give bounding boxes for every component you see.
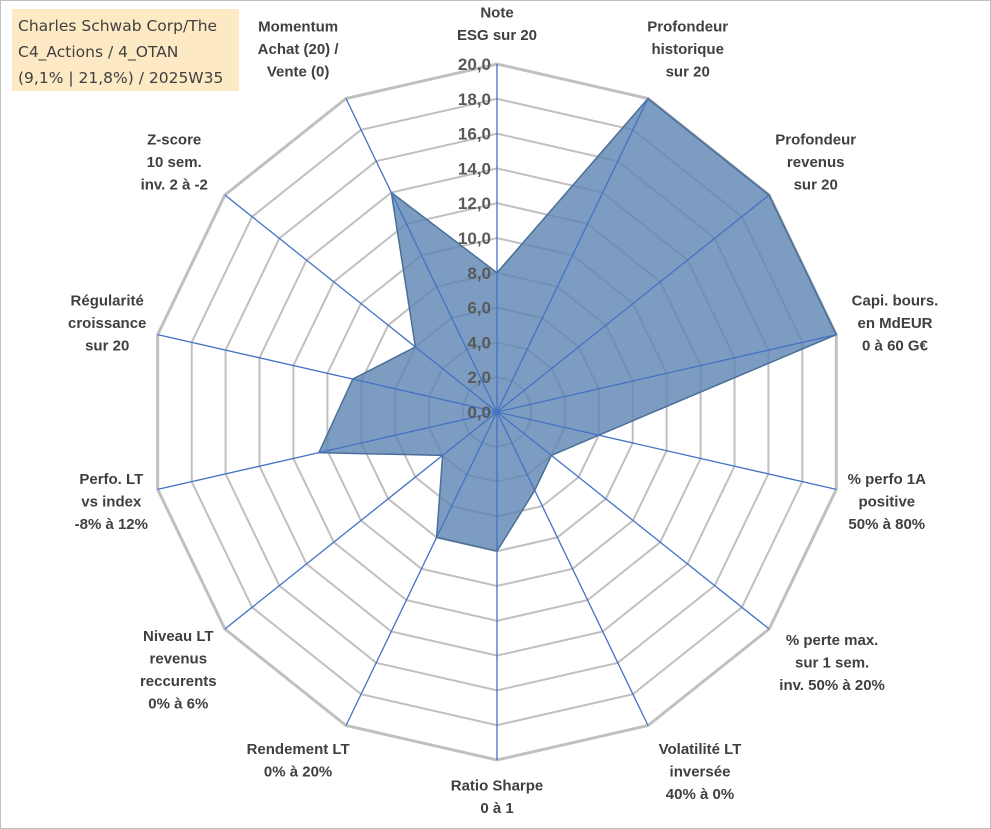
axis-label-line: Profondeur <box>647 18 728 35</box>
axis-label: Momentum Achat (20) / Vente (0) <box>258 18 340 80</box>
axis-label: Rendement LT 0% à 20% <box>247 741 350 781</box>
axis-label-line: Capi. bours. <box>852 292 939 309</box>
axis-label-line: 40% à 0% <box>666 786 734 803</box>
axis-label-line: Niveau LT <box>143 628 214 645</box>
axis-label: Perfo. LT vs index -8% à 12% <box>75 471 148 533</box>
axis-label: % perte max. sur 1 sem. inv. 50% à 20% <box>779 632 885 694</box>
axis-label: % perfo 1A positive 50% à 80% <box>848 471 927 533</box>
axis-label-line: sur 1 sem. <box>795 655 869 672</box>
axis-label-line: Régularité <box>71 292 144 309</box>
spoke <box>224 194 498 413</box>
axis-label-line: croissance <box>68 315 146 332</box>
axis-label-line: Ratio Sharpe <box>451 778 544 795</box>
axis-label-line: Perfo. LT <box>79 471 143 488</box>
axis-label-line: % perte max. <box>786 632 879 649</box>
tick-label: 18,0 <box>458 90 491 109</box>
axis-label-line: 10 sem. <box>147 154 202 171</box>
axis-label-line: Vente (0) <box>267 63 330 80</box>
tick-label: 14,0 <box>458 159 491 178</box>
spoke <box>345 411 498 726</box>
axis-label: Ratio Sharpe 0 à 1 <box>451 778 544 818</box>
axis-label-line: vs index <box>81 494 142 511</box>
series-area <box>317 97 838 553</box>
axis-label-line: Note <box>480 5 513 22</box>
axis-label-line: Rendement LT <box>247 741 350 758</box>
axis-label-line: inv. 50% à 20% <box>779 677 885 694</box>
title-line-3: (9,1% | 21,8%) / 2025W35 <box>18 69 224 87</box>
axis-labels: Note ESG sur 20 Profondeur historique sur 20… <box>68 5 938 818</box>
axis-label-line: inv. 2 à -2 <box>141 176 208 193</box>
spoke <box>157 411 498 491</box>
axis-label-line: historique <box>651 41 724 58</box>
spoke <box>496 411 837 491</box>
spoke <box>496 333 837 413</box>
spoke <box>345 98 498 413</box>
axis-label-line: Z-score <box>147 131 201 148</box>
axis-label-line: reccurents <box>140 673 217 690</box>
axis-label-line: 0 à 60 G€ <box>862 337 929 354</box>
axis-label-line: inversée <box>670 764 731 781</box>
chart-title-box: Charles Schwab Corp/The C4_Actions / 4_O… <box>12 9 239 91</box>
spoke <box>496 411 649 726</box>
axis-label-line: 0% à 20% <box>264 764 332 781</box>
axis-label: Profondeur historique sur 20 <box>647 18 728 80</box>
axis-label-line: sur 20 <box>794 176 838 193</box>
tick-label: 12,0 <box>458 194 491 213</box>
axis-label-line: % perfo 1A <box>848 471 927 488</box>
axis-label-line: Profondeur <box>775 131 856 148</box>
axis-label-line: Volatilité LT <box>659 741 742 758</box>
axis-label-line: sur 20 <box>85 337 129 354</box>
axis-label-line: Momentum <box>258 18 338 35</box>
tick-label: 10,0 <box>458 229 491 248</box>
data-area <box>317 97 838 553</box>
axis-label: Régularité croissance sur 20 <box>68 292 146 354</box>
spoke <box>496 411 770 630</box>
tick-label: 4,0 <box>467 333 491 352</box>
tick-labels: 0,0 2,0 4,0 6,0 8,0 10,0 12,0 14,0 16,0 18,0 20,0 <box>458 55 491 422</box>
spoke <box>496 98 649 413</box>
axis-label-line: 0 à 1 <box>480 800 513 817</box>
axis-label: Volatilité LT inversée 40% à 0% <box>659 741 742 803</box>
tick-label: 6,0 <box>467 299 491 318</box>
title-line-2: C4_Actions / 4_OTAN <box>18 43 179 61</box>
tick-label: 0,0 <box>467 403 491 422</box>
axis-label-line: en MdEUR <box>858 315 933 332</box>
axis-label: Capi. bours. en MdEUR 0 à 60 G€ <box>852 292 939 354</box>
spoke <box>496 194 770 413</box>
axis-label-line: Achat (20) / <box>258 41 340 58</box>
axis-label-line: 50% à 80% <box>848 516 925 533</box>
axis-label-line: revenus <box>787 154 845 171</box>
spokes <box>157 64 837 760</box>
spoke <box>157 333 498 413</box>
tick-label: 2,0 <box>467 368 491 387</box>
tick-label: 16,0 <box>458 125 491 144</box>
spoke <box>224 411 498 630</box>
axis-label: Z-score 10 sem. inv. 2 à -2 <box>141 131 208 193</box>
axis-label-line: positive <box>858 494 915 511</box>
axis-label: Profondeur revenus sur 20 <box>775 131 856 193</box>
axis-label-line: -8% à 12% <box>75 516 148 533</box>
tick-label: 8,0 <box>467 264 491 283</box>
axis-label-line: revenus <box>150 651 208 668</box>
axis-label: Niveau LT revenus reccurents 0% à 6% <box>140 628 217 713</box>
axis-label-line: 0% à 6% <box>148 696 208 713</box>
axis-label-line: ESG sur 20 <box>457 27 537 44</box>
tick-label: 20,0 <box>458 55 491 74</box>
title-line-1: Charles Schwab Corp/The <box>18 17 218 35</box>
axis-label: Note ESG sur 20 <box>457 5 537 45</box>
axis-label-line: sur 20 <box>666 63 710 80</box>
